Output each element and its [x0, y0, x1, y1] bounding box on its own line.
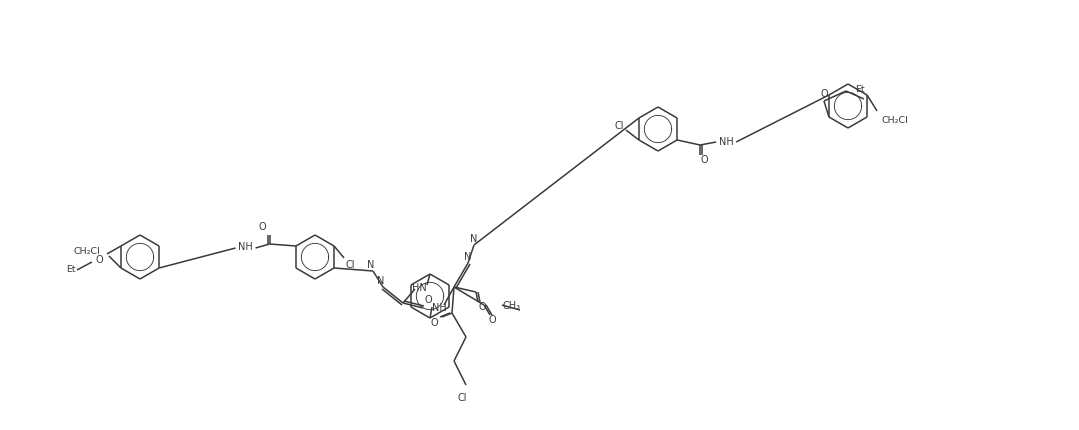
Text: Cl: Cl — [614, 121, 624, 131]
Text: Cl: Cl — [345, 259, 355, 269]
Text: N: N — [464, 252, 472, 261]
Text: O: O — [488, 314, 496, 324]
Text: NH: NH — [432, 302, 447, 312]
Text: Et: Et — [856, 84, 864, 93]
Text: CH₂Cl: CH₂Cl — [73, 246, 100, 255]
Text: O: O — [700, 155, 708, 165]
Text: O: O — [820, 89, 828, 99]
Text: O: O — [424, 294, 432, 304]
Text: CH₂Cl: CH₂Cl — [882, 115, 909, 124]
Text: HN: HN — [411, 283, 426, 292]
Text: CH₃: CH₃ — [503, 300, 521, 310]
Text: O: O — [478, 301, 486, 311]
Text: O: O — [259, 221, 267, 231]
Text: O: O — [95, 255, 103, 264]
Text: Et: Et — [66, 264, 76, 273]
Text: N: N — [367, 259, 374, 269]
Text: NH: NH — [719, 137, 734, 147]
Text: Cl: Cl — [457, 392, 467, 402]
Text: O: O — [431, 317, 438, 327]
Text: N: N — [378, 275, 385, 286]
Text: NH: NH — [238, 241, 252, 252]
Text: N: N — [470, 233, 478, 243]
